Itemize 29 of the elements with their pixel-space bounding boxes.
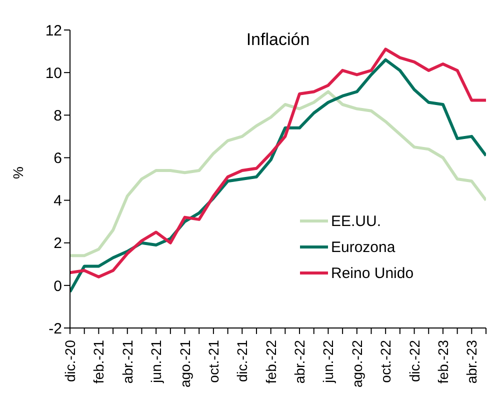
x-tick-label: feb.-22 [262,340,279,384]
y-tick-label: 8 [54,107,62,124]
y-tick-label: 6 [54,150,62,168]
y-tick-label: 10 [45,64,62,82]
legend-label: Reino Unido [331,264,414,282]
legend-label: Eurozona [331,238,396,256]
x-tick-label: abr.-22 [292,340,308,384]
x-tick-label: dic.-21 [234,340,250,382]
x-tick-label: feb.-21 [90,340,107,384]
x-tick-label: abr.-23 [464,340,480,384]
y-tick-label: -2 [48,320,62,338]
y-tick-label: 4 [54,192,62,210]
chart-title: Inflación [245,30,311,50]
y-tick-label: 2 [54,235,62,252]
x-tick-label: jun.-22 [320,340,336,384]
y-axis-title: % [10,166,26,179]
x-tick-label: oct.-22 [378,340,394,383]
x-tick-label: oct.-21 [205,340,222,383]
x-tick-label: ago.-21 [176,340,193,388]
x-tick-label: abr.-21 [119,340,136,384]
x-tick-label: ago.-22 [348,340,365,388]
x-tick-label: dic.-20 [62,340,78,382]
line-series [70,90,486,258]
y-tick-label: 0 [54,278,62,295]
x-tick-label: dic.-22 [406,340,422,382]
x-tick-label: feb.-23 [434,340,451,384]
legend-label: EE.UU. [331,212,382,230]
y-tick-label: 12 [45,22,62,40]
x-tick-label: jun.-21 [148,340,164,384]
